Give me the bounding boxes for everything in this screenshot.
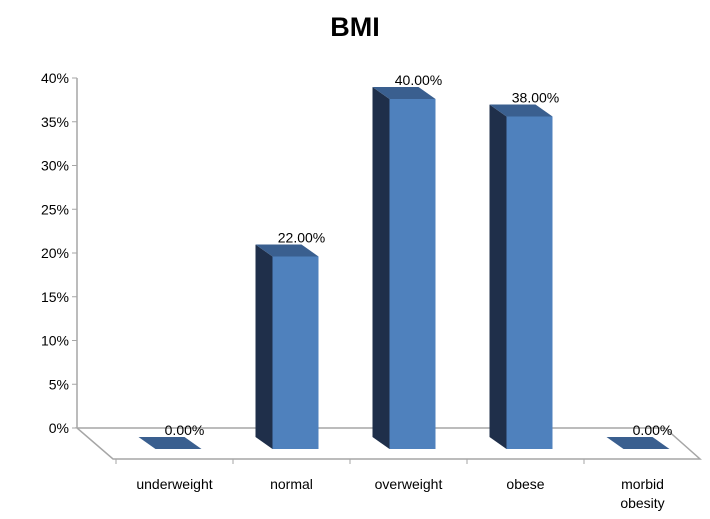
bar-morbid-obesity (606, 437, 670, 449)
y-tick-label: 20% (41, 245, 69, 261)
y-tick-label: 25% (41, 201, 69, 217)
data-label: 0.00% (165, 422, 205, 438)
data-label: 0.00% (633, 422, 673, 438)
x-tick-label: obese (506, 476, 544, 492)
data-label: 22.00% (278, 230, 325, 246)
y-tick-label: 10% (41, 333, 69, 349)
x-tick-label: normal (270, 476, 313, 492)
x-tick-label: underweight (136, 476, 212, 492)
chart-floor (74, 427, 702, 460)
bar-normal (255, 244, 319, 449)
y-tick-label: 40% (41, 70, 69, 86)
chart-title: BMI (330, 12, 380, 42)
y-tick-label: 35% (41, 114, 69, 130)
data-label: 40.00% (395, 72, 442, 88)
labels: 0% 5% 10% 15% 20% 25% 30% 35% 40% 0.00% underweigh… (41, 70, 672, 511)
y-tick-label: 0% (49, 420, 69, 436)
data-label: 38.00% (512, 90, 559, 106)
bars (138, 87, 670, 449)
y-tick-label: 30% (41, 158, 69, 174)
bar-underweight (138, 437, 202, 449)
axes (72, 77, 702, 464)
bar-obese (489, 104, 553, 449)
x-tick-label: morbid obesity (620, 476, 664, 511)
y-tick-label: 5% (49, 376, 69, 392)
x-tick-label: overweight (375, 476, 443, 492)
bar-overweight (372, 87, 436, 449)
y-tick-label: 15% (41, 289, 69, 305)
